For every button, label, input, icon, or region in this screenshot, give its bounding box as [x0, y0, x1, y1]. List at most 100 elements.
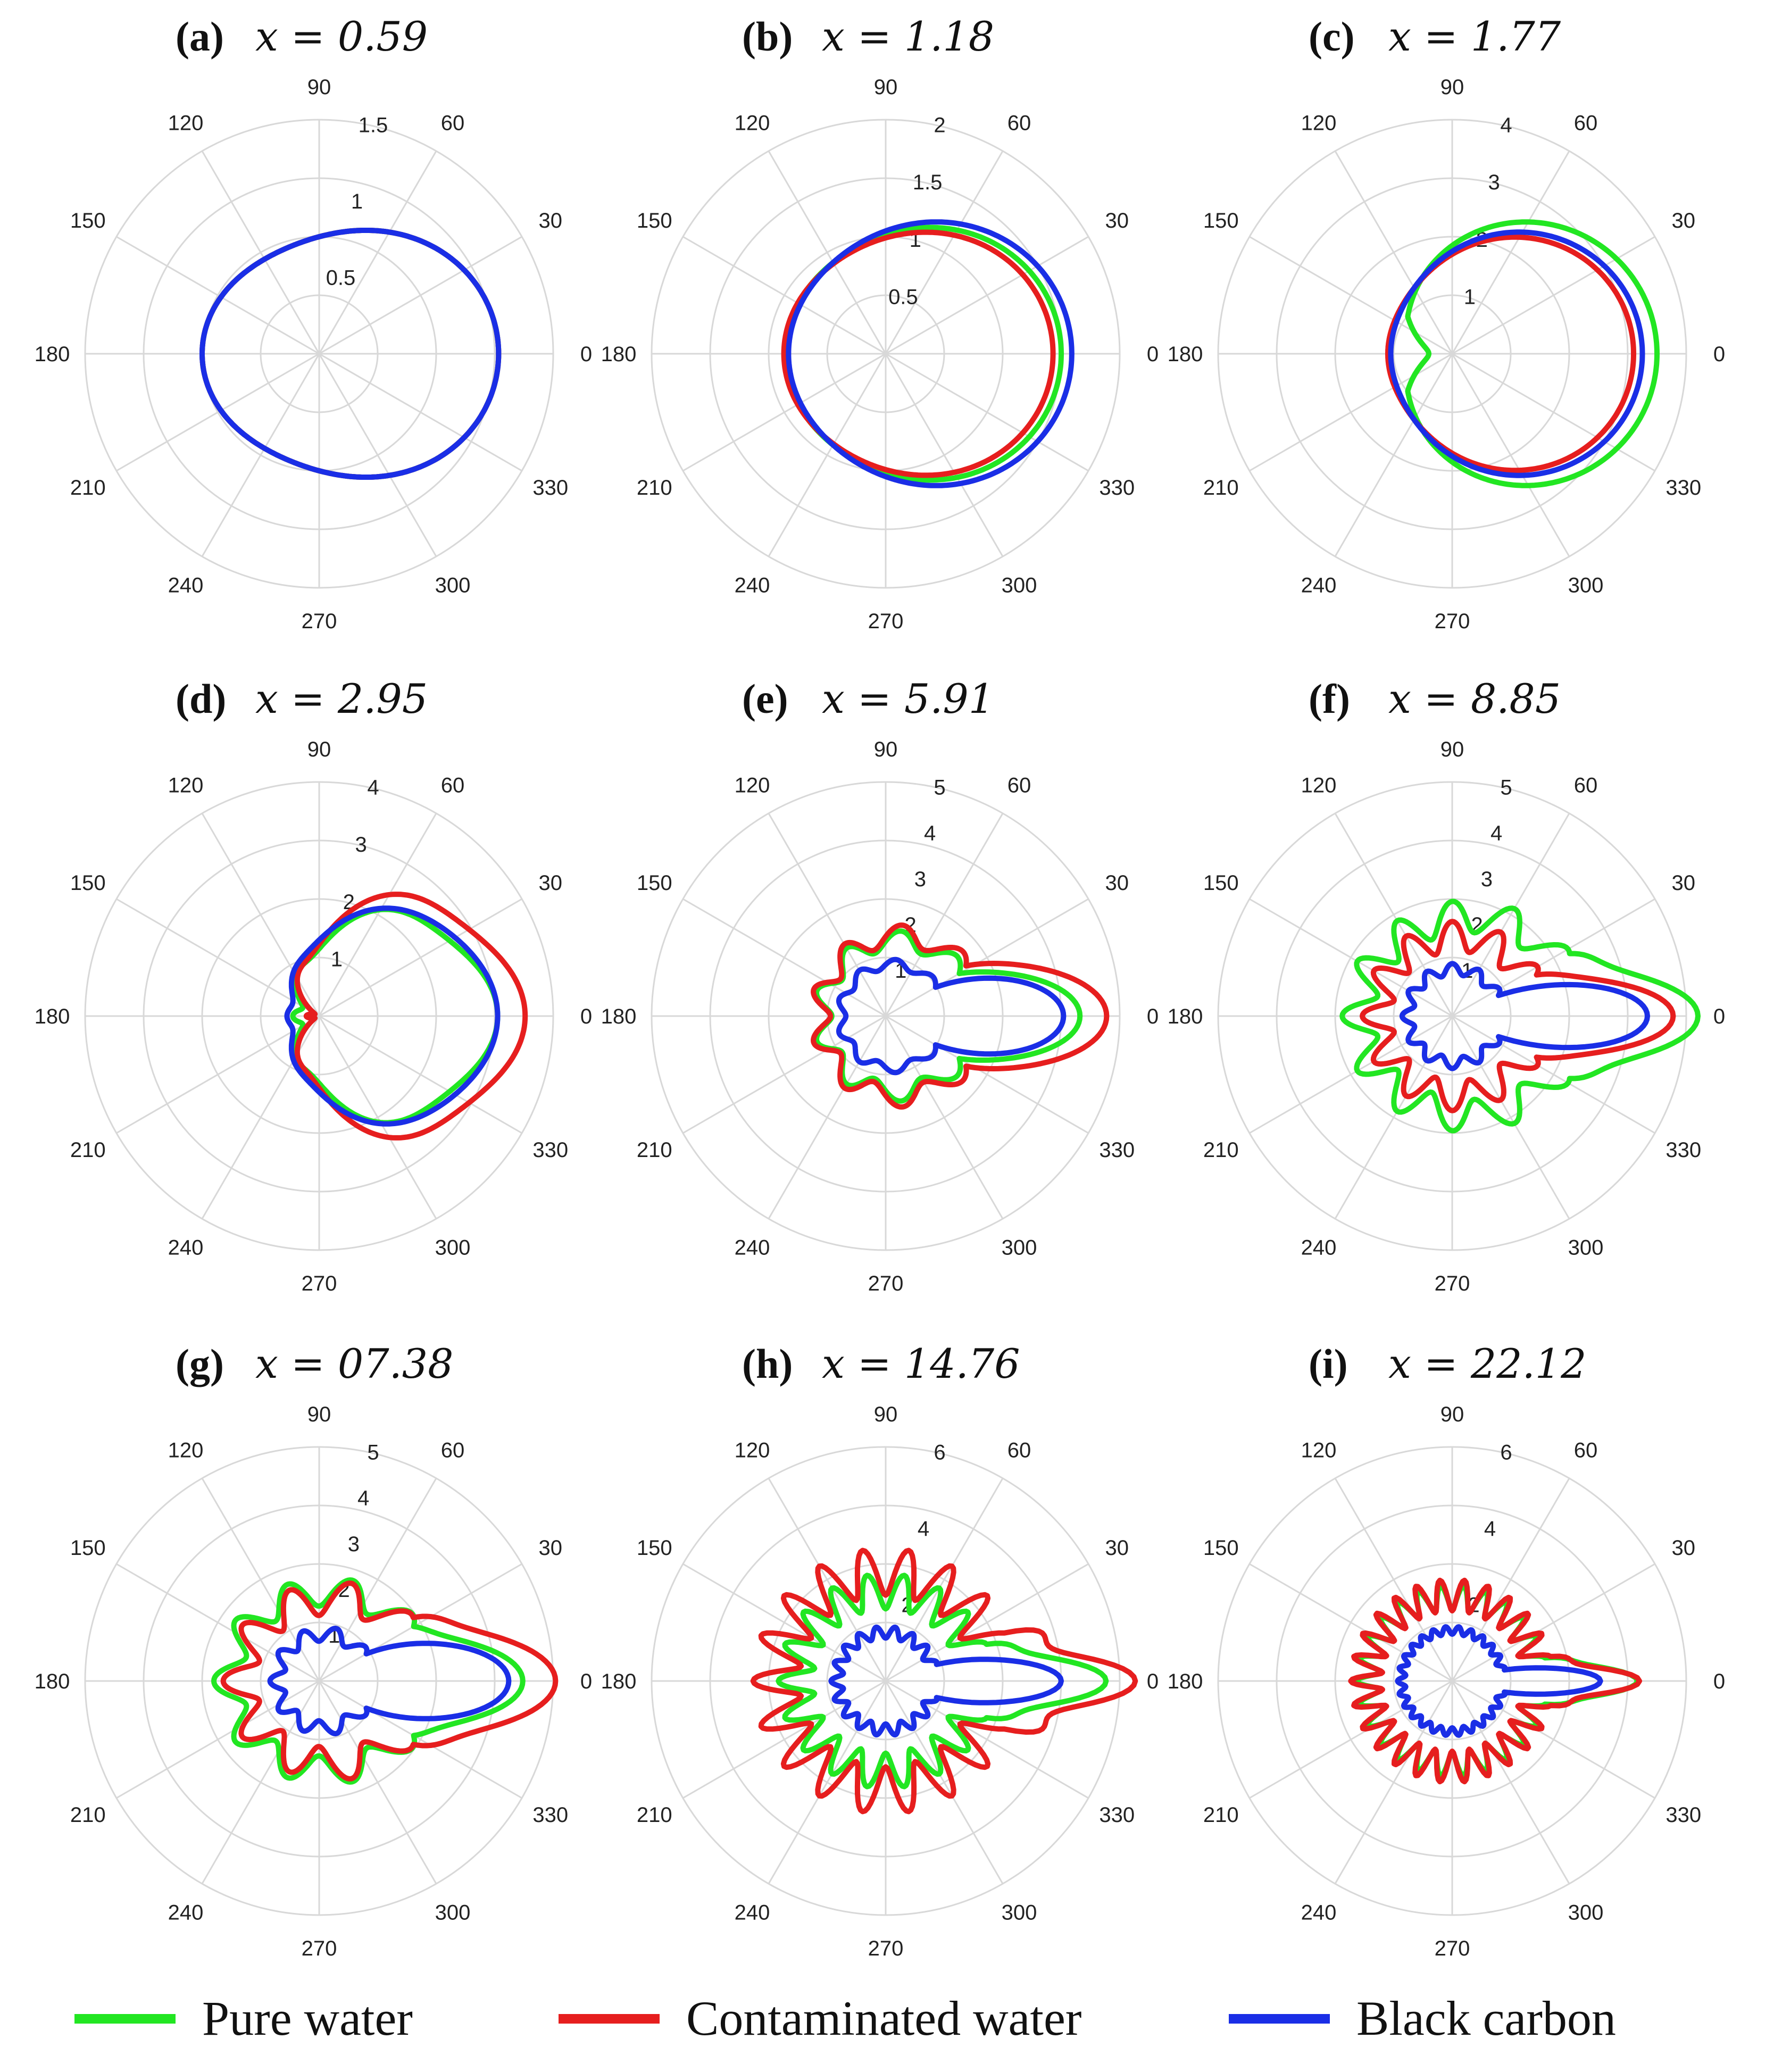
angle-tick-label: 30 — [1105, 871, 1129, 895]
angle-tick-label: 60 — [1574, 1438, 1598, 1462]
grid-spoke — [885, 1680, 1004, 1884]
angle-tick-label: 330 — [532, 476, 568, 500]
angle-tick-label: 240 — [735, 1901, 770, 1925]
grid-spoke — [885, 1478, 1004, 1682]
angle-tick-label: 30 — [1671, 209, 1695, 232]
grid-spoke — [768, 353, 887, 557]
angle-tick-label: 30 — [1105, 1536, 1129, 1560]
angle-tick-label: 90 — [874, 1403, 898, 1426]
grid-spoke — [319, 1680, 522, 1799]
series-line-black-carbon — [1399, 961, 1650, 1071]
angle-tick-label: 270 — [302, 1937, 337, 1960]
angle-tick-label: 300 — [1568, 1901, 1604, 1925]
angle-tick-label: 30 — [1671, 871, 1695, 895]
radial-tick-label: 2 — [934, 114, 945, 137]
radial-tick-label: 0.5 — [888, 285, 918, 309]
series-line-black-carbon — [199, 228, 502, 480]
polar-panel: (e) x = 5.91 0 30 60 90 120 150 180 210 240 270 300 3… — [601, 675, 1159, 1295]
series-line-black-carbon — [836, 956, 1067, 1076]
radial-tick-label: 6 — [1500, 1441, 1512, 1464]
angle-tick-label: 210 — [1203, 1138, 1239, 1162]
grid-spoke — [768, 813, 887, 1017]
panel-title: x = 07.38 — [255, 1340, 453, 1387]
series-line-contaminated-water — [220, 1580, 559, 1782]
angle-tick-label: 90 — [1440, 76, 1464, 99]
angle-tick-label: 90 — [874, 76, 898, 99]
grid-spoke — [682, 898, 886, 1017]
angle-tick-label: 210 — [1203, 476, 1239, 500]
panel-title: x = 1.18 — [822, 13, 994, 60]
angle-tick-label: 150 — [637, 209, 672, 232]
grid-spoke — [201, 151, 320, 354]
grid-spoke — [1249, 898, 1453, 1017]
angle-tick-label: 240 — [735, 574, 770, 597]
radial-tick-label: 3 — [914, 868, 926, 891]
grid-spoke — [885, 1563, 1089, 1682]
grid-spoke — [682, 353, 886, 472]
grid-spoke — [318, 813, 437, 1017]
grid-spoke — [116, 1015, 320, 1134]
angle-tick-label: 330 — [1666, 476, 1701, 500]
legend-label: Contaminated water — [686, 1991, 1081, 2045]
radial-tick-label: 3 — [348, 1533, 360, 1556]
series-line-pure-water — [211, 1577, 526, 1785]
grid-spoke — [1451, 353, 1570, 557]
legend-item: Pure water — [74, 1991, 413, 2045]
angle-tick-label: 210 — [70, 1138, 106, 1162]
angle-tick-label: 300 — [1568, 574, 1604, 597]
grid-spoke — [116, 236, 320, 355]
angle-tick-label: 90 — [1440, 738, 1464, 761]
angle-tick-label: 180 — [601, 1005, 637, 1028]
grid-spoke — [319, 1015, 522, 1134]
angle-tick-label: 60 — [441, 111, 465, 135]
angle-tick-label: 120 — [735, 1438, 770, 1462]
grid-spoke — [319, 1563, 522, 1682]
series-line-contaminated-water — [1360, 919, 1676, 1113]
angle-tick-label: 90 — [307, 738, 331, 761]
grid-spoke — [1451, 1478, 1570, 1682]
grid-spoke — [1249, 236, 1453, 355]
angle-tick-label: 240 — [168, 1901, 204, 1925]
angle-tick-label: 90 — [1440, 1403, 1464, 1426]
grid-spoke — [682, 1015, 886, 1134]
angle-tick-label: 240 — [168, 574, 204, 597]
radial-tick-label: 1 — [351, 190, 363, 213]
angle-tick-label: 270 — [1435, 1272, 1470, 1295]
grid-spoke — [318, 1478, 437, 1682]
radial-tick-label: 3 — [1488, 171, 1500, 194]
grid-spoke — [1451, 1680, 1570, 1884]
panel-label: (g) — [176, 1341, 224, 1387]
angle-tick-label: 150 — [70, 209, 106, 232]
angle-tick-label: 180 — [601, 1670, 637, 1693]
grid-spoke — [1452, 1563, 1655, 1682]
grid-spoke — [201, 1680, 320, 1884]
angle-tick-label: 180 — [1168, 1670, 1203, 1693]
grid-spoke — [682, 1680, 886, 1799]
angle-tick-label: 300 — [435, 1236, 471, 1260]
angle-tick-label: 30 — [538, 1536, 562, 1560]
angle-tick-label: 150 — [1203, 871, 1239, 895]
angle-tick-label: 210 — [637, 1803, 672, 1827]
polar-panel: (d) x = 2.95 0 30 60 90 120 150 180 210 240 270 300 3… — [35, 675, 593, 1295]
grid-spoke — [319, 353, 522, 472]
grid-spoke — [1249, 353, 1453, 472]
series-line-contaminated-water — [1385, 234, 1636, 473]
grid-spoke — [116, 1563, 320, 1682]
grid-spoke — [201, 813, 320, 1017]
radial-tick-label: 4 — [1484, 1517, 1496, 1541]
angle-tick-label: 330 — [1099, 1138, 1135, 1162]
grid-spoke — [1249, 1015, 1453, 1134]
angle-tick-label: 30 — [538, 871, 562, 895]
grid-spoke — [201, 1478, 320, 1682]
grid-spoke — [885, 1015, 1089, 1134]
grid-spoke — [768, 1478, 887, 1682]
series-line-black-carbon — [1388, 229, 1645, 478]
grid-spoke — [1451, 1016, 1570, 1219]
angle-tick-label: 270 — [868, 1272, 904, 1295]
series-line-pure-water — [776, 1572, 1109, 1790]
radial-tick-label: 3 — [355, 833, 367, 856]
panel-label: (i) — [1309, 1341, 1348, 1387]
polar-panel: (f) x = 8.85 0 30 60 90 120 150 180 210 240 270 300 3… — [1168, 675, 1726, 1295]
angle-tick-label: 30 — [1671, 1536, 1695, 1560]
angle-tick-label: 330 — [532, 1803, 568, 1827]
